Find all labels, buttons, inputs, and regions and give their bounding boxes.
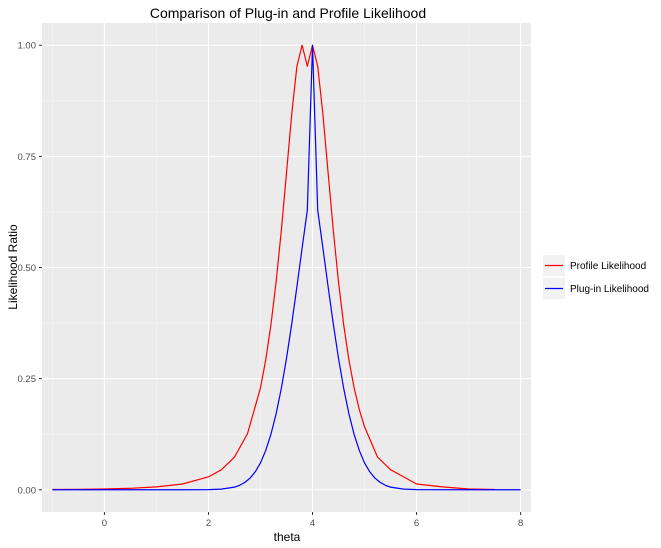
plug-in-likelihood-line [52, 44, 521, 491]
chart-title: Comparison of Plug-in and Profile Likeli… [150, 5, 426, 21]
x-tick-label: 2 [206, 518, 211, 529]
x-tick-label: 4 [310, 518, 315, 529]
y-tick-label: 0.75 [18, 152, 37, 163]
axes: 0 2 4 6 8 0.00 0.25 0.50 0.75 1.00 [18, 41, 524, 529]
y-tick-label: 0.50 [18, 263, 37, 274]
x-tick-label: 0 [102, 518, 107, 529]
y-axis-title: Likelihood Ratio [6, 224, 20, 310]
x-axis-title: theta [274, 530, 301, 544]
legend-label-plug-in-likelihood: Plug-in Likelihood [570, 284, 649, 295]
legend-label-profile-likelihood: Profile Likelihood [570, 261, 646, 272]
y-tick-label: 0.00 [18, 485, 37, 496]
legend: Profile Likelihood Plug-in Likelihood [543, 255, 649, 299]
y-tick-label: 1.00 [18, 41, 37, 52]
grid-lines [42, 23, 531, 512]
x-tick-label: 8 [518, 518, 523, 529]
y-tick-label: 0.25 [18, 374, 37, 385]
series-lines [52, 44, 521, 491]
profile-likelihood-line [52, 44, 495, 491]
x-tick-label: 6 [414, 518, 419, 529]
